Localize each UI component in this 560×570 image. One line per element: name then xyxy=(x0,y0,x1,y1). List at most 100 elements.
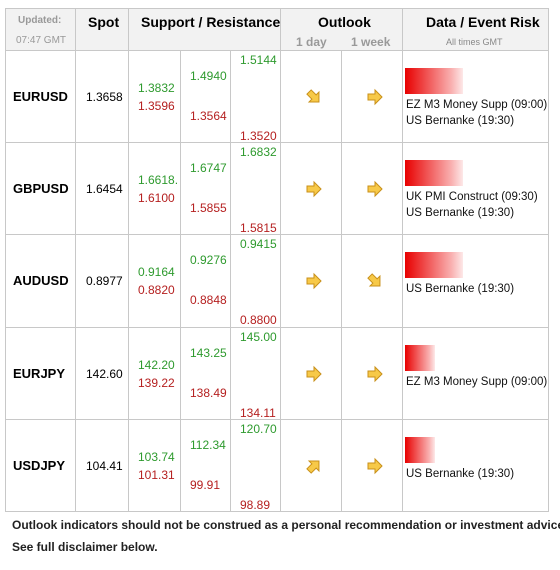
cell xyxy=(129,51,181,144)
cell xyxy=(281,143,342,236)
risk-bar xyxy=(405,68,463,94)
header-sr: Support / Resistance xyxy=(141,14,281,30)
pair: GBPUSD xyxy=(13,181,69,197)
outlook-arrow xyxy=(305,457,323,475)
header-cell xyxy=(6,9,76,51)
outlook-arrow xyxy=(366,88,384,106)
cell xyxy=(6,419,76,512)
support: 1.3564 xyxy=(190,109,227,123)
spot: 1.3658 xyxy=(86,90,123,104)
pair: EURUSD xyxy=(13,89,68,104)
header-1d: 1 day xyxy=(296,35,327,49)
cell xyxy=(342,327,403,420)
cell xyxy=(181,327,231,420)
support: 1.3596 xyxy=(138,99,175,113)
cell xyxy=(181,235,231,328)
cell xyxy=(181,419,231,512)
support: 1.3520 xyxy=(240,129,277,143)
cell xyxy=(6,143,76,236)
cell xyxy=(342,143,403,236)
support: 138.49 xyxy=(190,385,227,400)
support: 134.11 xyxy=(240,405,276,420)
resistance: 0.9276 xyxy=(190,253,227,268)
cell xyxy=(76,327,129,420)
outlook-arrow xyxy=(366,180,384,198)
arrow-icon xyxy=(306,365,322,382)
cell xyxy=(76,51,129,144)
outlook-arrow xyxy=(305,365,323,383)
cell xyxy=(281,327,342,420)
arrow-icon xyxy=(367,88,383,106)
arrow-icon xyxy=(367,180,383,198)
outlook-arrow xyxy=(305,88,323,106)
header-cell xyxy=(403,9,549,51)
cell xyxy=(181,143,231,236)
support: 1.5855 xyxy=(190,201,227,216)
cell xyxy=(6,235,76,328)
cell xyxy=(76,235,129,328)
updated-time: 07:47 GMT xyxy=(16,35,67,46)
event: EZ M3 Money Supp (09:00) xyxy=(406,375,548,388)
outlook-arrow xyxy=(366,272,384,290)
support: 0.8848 xyxy=(190,293,227,308)
cell xyxy=(76,143,129,236)
event: EZ M3 Money Supp (09:00) xyxy=(406,99,548,111)
cell xyxy=(342,51,403,144)
outlook-arrow xyxy=(366,457,384,475)
support: 1.5815 xyxy=(240,221,277,236)
cell xyxy=(231,235,281,328)
cell xyxy=(231,143,281,236)
cell xyxy=(6,51,76,144)
cell xyxy=(281,51,342,144)
cell xyxy=(403,419,549,512)
spot: 0.8977 xyxy=(86,274,123,289)
event: US Bernanke (19:30) xyxy=(406,467,515,480)
risk-bar xyxy=(405,160,463,187)
cell xyxy=(129,327,181,420)
cell xyxy=(129,235,181,328)
header-risk-note: All times GMT xyxy=(446,37,503,47)
support: 99.91 xyxy=(190,477,221,492)
resistance: 1.6832 xyxy=(240,145,277,160)
cell xyxy=(342,235,403,328)
resistance: 1.4940 xyxy=(190,69,227,83)
event: US Bernanke (19:30) xyxy=(406,115,515,127)
cell xyxy=(231,327,281,420)
arrow-icon xyxy=(367,273,381,287)
cell xyxy=(403,143,549,236)
footer-line: Outlook indicators should not be constru… xyxy=(12,518,560,532)
support: 0.8820 xyxy=(138,283,175,298)
arrow-icon xyxy=(306,180,322,198)
cell xyxy=(231,419,281,512)
arrow-icon xyxy=(306,89,320,103)
spot: 142.60 xyxy=(86,366,123,381)
spot: 104.41 xyxy=(86,458,123,473)
cell xyxy=(129,419,181,512)
resistance: 0.9164 xyxy=(138,265,175,280)
resistance: 143.25 xyxy=(190,345,227,360)
cell xyxy=(403,51,549,144)
cell xyxy=(6,327,76,420)
cell xyxy=(181,51,231,144)
arrow-icon xyxy=(367,365,383,382)
support: 101.31 xyxy=(138,467,175,482)
resistance: 1.6618. xyxy=(138,173,179,188)
header-cell xyxy=(281,9,403,51)
pair: USDJPY xyxy=(13,457,66,473)
resistance: 0.9415 xyxy=(240,237,277,252)
cell xyxy=(281,235,342,328)
pair: EURJPY xyxy=(13,365,66,381)
header-spot: Spot xyxy=(88,14,120,30)
outlook-arrow xyxy=(305,272,323,290)
header-outlook: Outlook xyxy=(318,14,371,30)
pair: AUDUSD xyxy=(13,273,69,289)
event: US Bernanke (19:30) xyxy=(406,283,515,296)
risk-bar xyxy=(405,344,435,371)
cell xyxy=(76,419,129,512)
resistance: 1.3832 xyxy=(138,81,175,95)
arrow-icon xyxy=(306,460,320,474)
event: UK PMI Construct (09:30) xyxy=(406,191,538,204)
cell xyxy=(231,51,281,144)
spot: 1.6454 xyxy=(86,182,123,197)
risk-bar xyxy=(405,252,463,279)
